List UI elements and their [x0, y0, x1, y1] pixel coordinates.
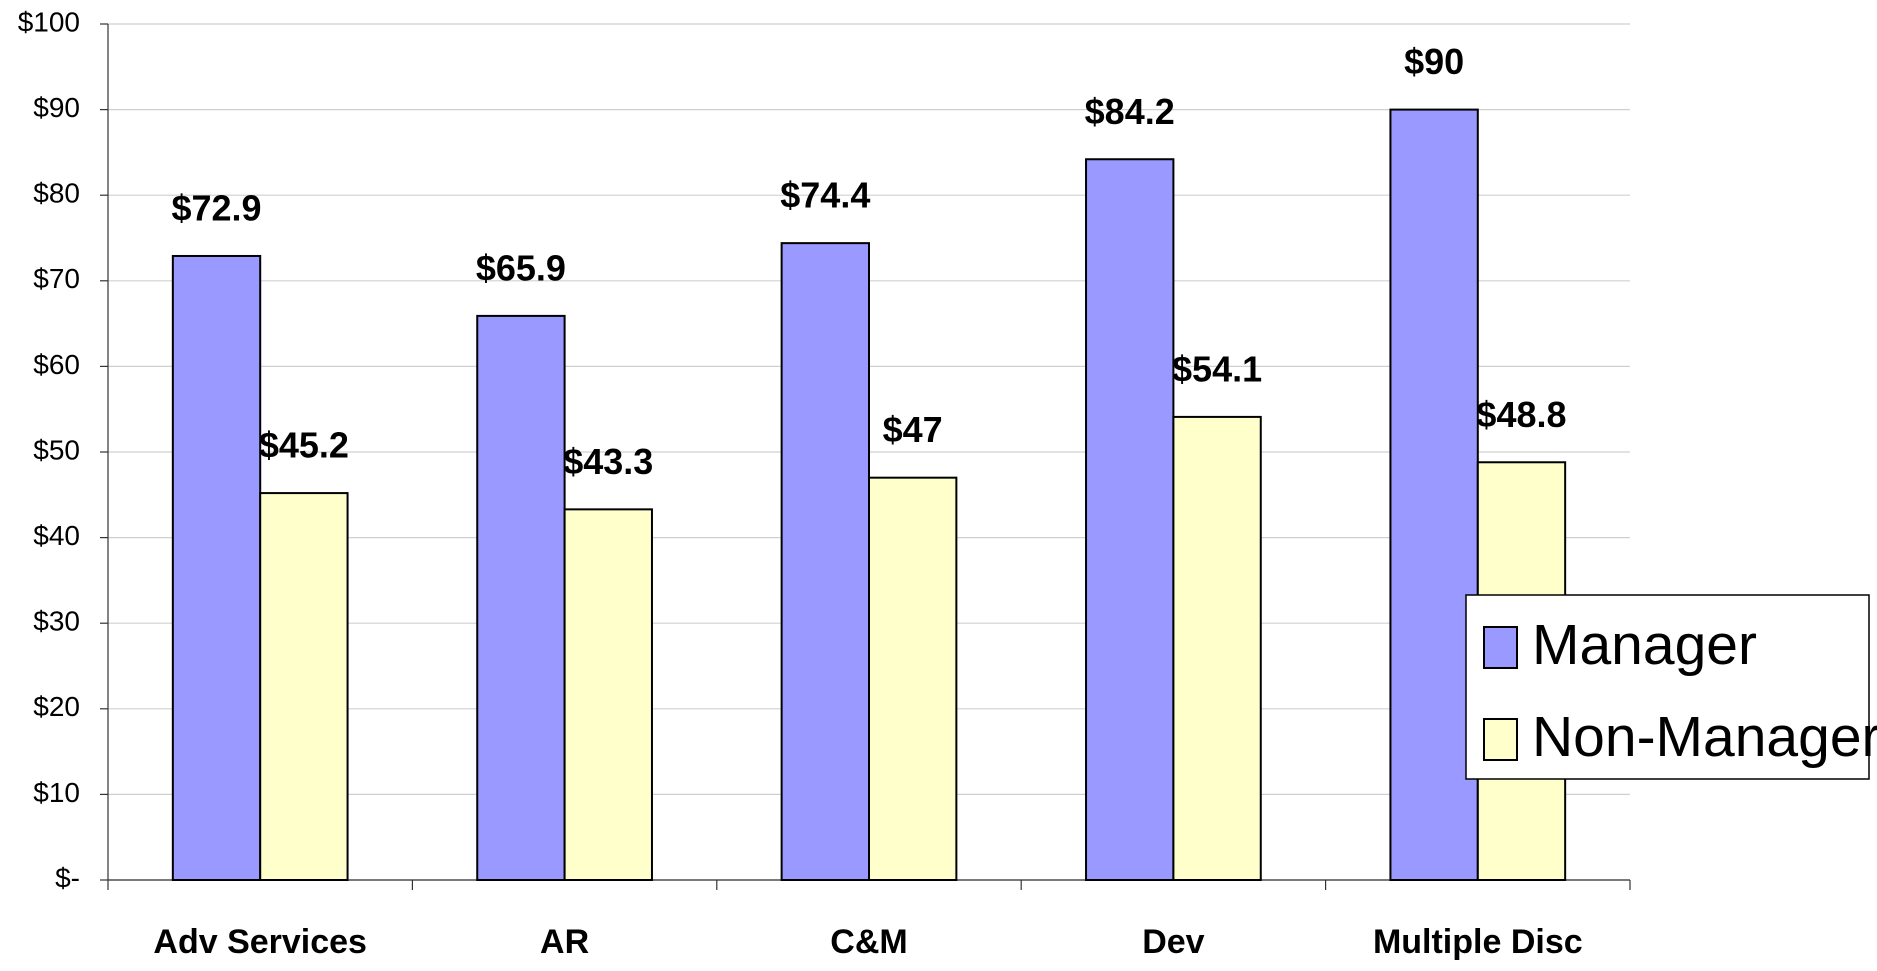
y-tick-label: $80: [33, 178, 80, 209]
legend-label: Non-Manager: [1532, 705, 1877, 769]
x-tick-label: C&M: [830, 923, 907, 961]
x-tick-label: Multiple Disc: [1373, 923, 1583, 961]
bar: [259, 492, 349, 881]
y-tick-label: $20: [33, 691, 80, 722]
value-label: $47: [883, 409, 943, 450]
y-tick-label: $70: [33, 263, 80, 294]
bar: [476, 314, 566, 881]
y-tick-label: $30: [33, 606, 80, 637]
bar: [563, 508, 653, 881]
value-label: $90: [1404, 41, 1464, 82]
value-label: $48.8: [1476, 394, 1566, 435]
value-label: $65.9: [476, 247, 566, 288]
y-tick-label: $90: [33, 92, 80, 123]
value-label: $72.9: [171, 187, 261, 228]
y-tick-label: $50: [33, 434, 80, 465]
bar: [1085, 158, 1175, 882]
legend-label: Manager: [1532, 613, 1757, 677]
y-tick-label: $100: [18, 6, 80, 37]
x-tick-label: AR: [540, 923, 589, 961]
bar: [1389, 108, 1479, 882]
legend-swatch: [1483, 626, 1518, 669]
y-tick-label: $-: [55, 862, 80, 893]
y-tick-label: $60: [33, 349, 80, 380]
bar: [780, 242, 871, 882]
value-label: $84.2: [1085, 91, 1175, 132]
legend-swatch: [1483, 718, 1518, 761]
bar: [1172, 415, 1262, 881]
x-tick-label: Dev: [1142, 923, 1204, 961]
y-tick-label: $10: [33, 777, 80, 808]
x-tick-label: Adv Services: [153, 923, 367, 961]
value-label: $54.1: [1172, 348, 1262, 389]
value-label: $74.4: [780, 175, 870, 216]
value-label: $43.3: [563, 441, 653, 482]
legend-box: [1465, 594, 1870, 780]
y-tick-label: $40: [33, 520, 80, 551]
bar: [171, 254, 262, 881]
value-label: $45.2: [259, 425, 349, 466]
bar: [868, 476, 958, 881]
